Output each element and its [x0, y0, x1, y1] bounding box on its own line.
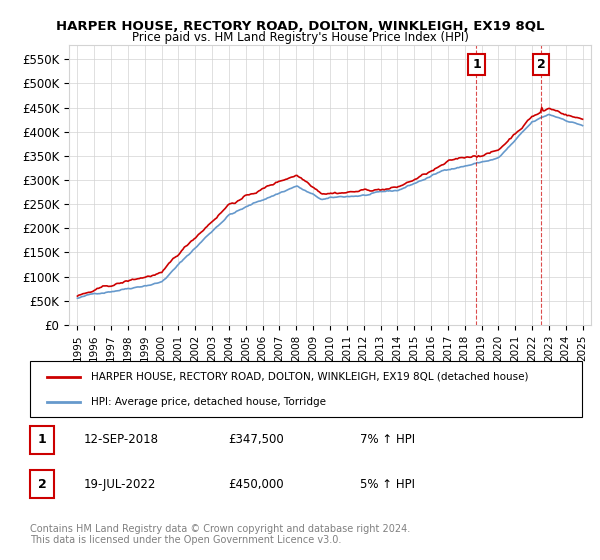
FancyBboxPatch shape — [30, 361, 582, 417]
Text: Contains HM Land Registry data © Crown copyright and database right 2024.
This d: Contains HM Land Registry data © Crown c… — [30, 524, 410, 545]
Text: 1: 1 — [38, 433, 46, 446]
Text: 2: 2 — [38, 478, 46, 491]
Text: HARPER HOUSE, RECTORY ROAD, DOLTON, WINKLEIGH, EX19 8QL (detached house): HARPER HOUSE, RECTORY ROAD, DOLTON, WINK… — [91, 372, 528, 382]
Text: 5% ↑ HPI: 5% ↑ HPI — [360, 478, 415, 491]
Text: 19-JUL-2022: 19-JUL-2022 — [84, 478, 157, 491]
Text: 7% ↑ HPI: 7% ↑ HPI — [360, 433, 415, 446]
Text: HPI: Average price, detached house, Torridge: HPI: Average price, detached house, Torr… — [91, 396, 326, 407]
Text: 12-SEP-2018: 12-SEP-2018 — [84, 433, 159, 446]
Text: Price paid vs. HM Land Registry's House Price Index (HPI): Price paid vs. HM Land Registry's House … — [131, 31, 469, 44]
Text: 1: 1 — [472, 58, 481, 71]
Text: £450,000: £450,000 — [228, 478, 284, 491]
Text: £347,500: £347,500 — [228, 433, 284, 446]
Text: 2: 2 — [537, 58, 546, 71]
Text: HARPER HOUSE, RECTORY ROAD, DOLTON, WINKLEIGH, EX19 8QL: HARPER HOUSE, RECTORY ROAD, DOLTON, WINK… — [56, 20, 544, 32]
